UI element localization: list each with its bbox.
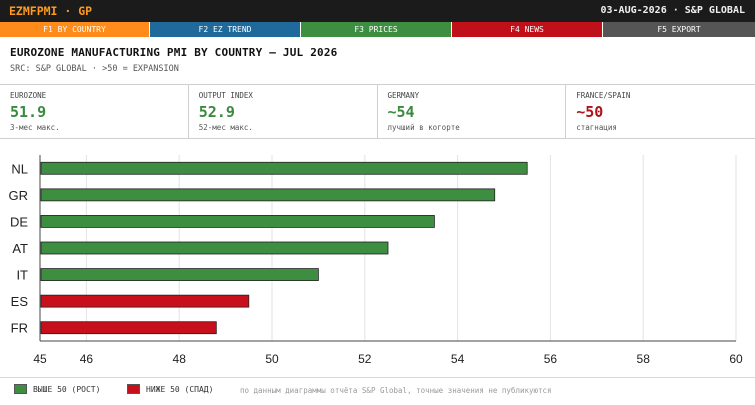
x-tick-label: 50 [265,352,279,366]
chart-legend: ВЫШЕ 50 (РОСТ) НИЖЕ 50 (СПАД) по данным … [0,377,755,399]
legend-footnote: по данным диаграммы отчёта S&P Global, т… [240,386,552,395]
category-label: NL [11,161,28,176]
kpi-note: 3-мес макс. [10,123,60,132]
kpi-eurozone: EUROZONE 51.9 3-мес макс. [0,85,189,139]
legend-label-below: НИЖЕ 50 (СПАД) [146,384,214,394]
category-label: AT [12,241,28,256]
top-bar: EZMFPMI · GP 03-AUG-2026 · S&P GLOBAL [0,0,755,22]
x-tick-label: 60 [729,352,743,366]
panel-subtitle: SRC: S&P GLOBAL · >50 = EXPANSION [10,64,179,74]
legend-below: НИЖЕ 50 (СПАД) [127,384,213,394]
fkey-by-country[interactable]: F1 BY COUNTRY [0,22,150,37]
legend-swatch-expansion [14,384,27,394]
category-label: IT [16,268,28,283]
kpi-value: 51.9 [10,103,47,121]
kpi-germany: GERMANY ~54 лучший в когорте [378,85,567,139]
bar-at [40,241,389,255]
kpi-note: стагнация [576,123,617,132]
kpi-note: 52-мес макс. [198,123,253,132]
kpi-value: 52.9 [198,103,235,121]
legend-label-above: ВЫШЕ 50 (РОСТ) [33,384,101,394]
x-tick-label: 48 [173,352,187,366]
legend-swatch-contraction [127,384,140,394]
category-label: GR [9,188,29,203]
kpi-strip: EUROZONE 51.9 3-мес макс. OUTPUT INDEX 5… [0,85,755,139]
x-tick-label: 56 [544,352,558,366]
fkey-export[interactable]: F5 EXPORT [603,22,755,37]
bar-es [40,294,250,308]
fkey-ez-trend[interactable]: F2 EZ TREND [150,22,301,37]
legend-above: ВЫШЕ 50 (РОСТ) [14,384,100,394]
x-tick-label: 54 [451,352,465,366]
category-label: ES [11,294,29,309]
kpi-value: ~50 [576,103,604,121]
x-tick-label: 58 [637,352,651,366]
kpi-france-spain: FRANCE/SPAIN ~50 стагнация [566,85,755,139]
panel-header: EUROZONE MANUFACTURING PMI BY COUNTRY — … [0,37,755,85]
kpi-label: FRANCE/SPAIN [576,91,631,100]
kpi-note: лучший в когорте [387,123,460,132]
panel-title: EUROZONE MANUFACTURING PMI BY COUNTRY — … [10,46,338,59]
x-tick-label: 45 [33,352,47,366]
category-label: FR [11,321,28,336]
function-key-bar: F1 BY COUNTRY F2 EZ TREND F3 PRICES F4 N… [0,22,755,37]
chart-canvas: 45 46 48 50 52 54 56 58 60 NL GR DE AT IT ES FR [9,155,743,366]
kpi-label: OUTPUT INDEX [198,91,253,100]
kpi-output-index: OUTPUT INDEX 52.9 52-мес макс. [189,85,378,139]
x-tick-label: 46 [80,352,94,366]
bar-nl [40,161,528,175]
pmi-bar-chart: 45 46 48 50 52 54 56 58 60 NL GR DE AT IT ES FR [0,139,755,374]
fkey-prices[interactable]: F3 PRICES [301,22,452,37]
date-source: 03-AUG-2026 · S&P GLOBAL [600,5,746,16]
bar-de [40,215,435,228]
bar-gr [40,188,496,202]
fkey-news[interactable]: F4 NEWS [452,22,603,37]
ticker-symbol: EZMFPMI · GP [9,4,93,18]
bar-fr [40,321,217,335]
bar-it [40,268,319,281]
kpi-label: EUROZONE [10,91,47,100]
kpi-label: GERMANY [387,91,420,100]
kpi-value: ~54 [387,103,415,121]
x-tick-label: 52 [358,352,372,366]
category-label: DE [10,214,28,229]
